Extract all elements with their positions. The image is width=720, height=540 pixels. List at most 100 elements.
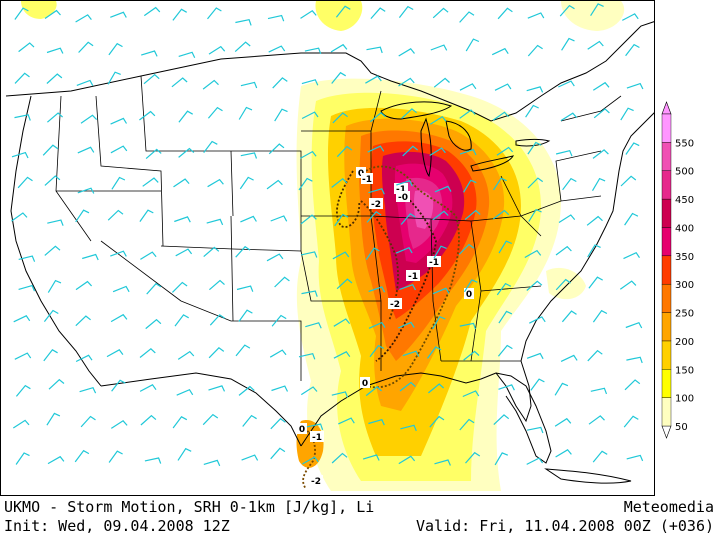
wind-barb-icon: [76, 79, 94, 86]
wind-barb-icon: [302, 456, 319, 465]
wind-barb-icon: [331, 391, 349, 398]
wind-barb-icon: [626, 356, 643, 364]
legend-tick-label: 450: [675, 195, 694, 206]
wind-barb-icon: [434, 459, 451, 466]
map-footer: UKMO - Storm Motion, SRH 0-1km [J/kg], L…: [0, 496, 720, 540]
wind-barb-icon: [429, 415, 445, 428]
wind-barb-icon: [77, 146, 95, 154]
legend-tick-label: 50: [675, 422, 688, 433]
wind-barb-icon: [496, 146, 514, 156]
wind-barb-icon: [432, 315, 446, 330]
wind-barb-icon: [47, 219, 64, 226]
wind-barb-icon: [46, 412, 61, 426]
wind-barb-icon: [274, 108, 288, 122]
wind-barb-icon: [626, 454, 644, 462]
wind-barb-icon: [494, 452, 509, 466]
wind-barb-icon: [527, 177, 544, 189]
wind-barb-icon: [203, 246, 220, 258]
wind-barb-icon: [234, 41, 251, 53]
east-coast: [520, 112, 654, 362]
svg-text:-0: -0: [398, 193, 408, 203]
wind-barb-icon: [561, 310, 577, 323]
wind-barb-icon: [107, 71, 121, 85]
wind-barb-icon: [369, 344, 384, 358]
svg-text:-1: -1: [312, 433, 322, 443]
wind-barb-icon: [44, 245, 61, 256]
wind-barb-icon: [75, 280, 93, 291]
legend-color-swatch: [661, 198, 672, 228]
wind-barb-icon: [140, 414, 157, 426]
wind-barb-icon: [44, 9, 61, 19]
wind-barb-icon: [434, 185, 452, 193]
svg-text:-1: -1: [396, 185, 406, 195]
wind-barb-icon: [172, 8, 187, 21]
legend-tick-label: 400: [675, 223, 694, 234]
wind-barb-icon: [331, 71, 347, 84]
wind-barb-icon: [588, 415, 605, 425]
wind-barb-icon: [178, 147, 195, 158]
wind-barb-icon: [592, 309, 608, 323]
wind-barb-icon: [108, 42, 123, 56]
wind-barb-icon: [587, 244, 601, 258]
wind-barb-icon: [458, 243, 475, 255]
legend-color-swatch: [661, 142, 672, 171]
lake-ontario: [515, 139, 551, 147]
wind-barb-icon: [79, 386, 97, 394]
wind-barb-icon: [427, 346, 442, 359]
wind-barb-icon: [108, 450, 123, 463]
wind-barb-icon: [527, 12, 545, 19]
wind-barb-icon: [332, 251, 350, 260]
wind-barb-icon: [18, 284, 36, 292]
wind-barb-icon: [306, 423, 324, 430]
wind-barb-icon: [626, 82, 644, 90]
wind-barb-icon: [590, 387, 608, 395]
wind-barb-icon: [331, 452, 348, 464]
map-title: UKMO - Storm Motion, SRH 0-1km [J/kg], L…: [4, 498, 375, 516]
wind-barb-icon: [459, 322, 477, 330]
wind-barb-icon: [239, 176, 254, 190]
wind-barb-icon: [203, 459, 221, 467]
wind-barb-icon: [586, 215, 603, 226]
wind-barb-icon: [300, 214, 317, 225]
wind-barb-icon: [463, 179, 477, 193]
wind-barb-icon: [301, 79, 319, 86]
wind-barb-icon: [110, 313, 128, 323]
wind-barb-icon: [46, 47, 64, 54]
wind-barb-icon: [433, 77, 450, 88]
srh-patch-north: [315, 1, 363, 31]
wind-barb-icon: [300, 386, 318, 396]
wind-barb-icon: [620, 107, 634, 121]
wind-barb-icon: [464, 209, 481, 220]
legend-min-arrow: [661, 425, 672, 439]
legend-color-swatch: [661, 255, 672, 285]
gulf-coast: [300, 360, 532, 447]
wind-barb-icon: [429, 147, 446, 157]
wind-barb-icon: [397, 321, 415, 329]
wind-barb-icon: [498, 310, 513, 324]
li-label: -1: [406, 270, 420, 282]
wind-barb-icon: [106, 349, 124, 358]
wind-barb-icon: [142, 177, 159, 187]
wind-barb-icon: [304, 47, 322, 55]
wind-barb-icon: [300, 10, 317, 19]
li-label: -1: [310, 431, 324, 443]
wind-barb-icon: [174, 314, 189, 327]
li-label: -1: [427, 256, 441, 268]
wind-barb-icon: [238, 106, 253, 120]
wind-barb-icon: [367, 145, 385, 153]
li-label: -2: [388, 298, 402, 310]
wind-barb-icon: [370, 7, 386, 19]
li-label: -0: [396, 191, 410, 203]
legend-color-swatch: [661, 397, 672, 427]
wind-barb-icon: [562, 177, 577, 191]
legend-tick-label: 100: [675, 394, 694, 405]
wind-barb-icon: [555, 278, 571, 291]
wind-barb-icon: [235, 245, 251, 258]
wind-barb-icon: [527, 141, 542, 155]
wind-barb-icon: [459, 11, 475, 23]
wind-barb-icon: [336, 145, 353, 158]
wind-barb-icon: [399, 283, 417, 291]
wind-barb-icon: [494, 83, 512, 91]
wind-barb-icon: [525, 104, 539, 118]
wind-barb-icon: [338, 417, 355, 425]
